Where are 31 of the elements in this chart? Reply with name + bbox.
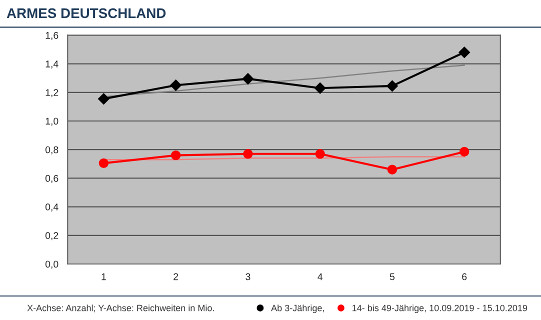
point (98, 158, 109, 168)
x-tick-label: 6 (462, 273, 467, 280)
point (98, 93, 110, 104)
y-tick-label: 0,2 (45, 232, 58, 240)
y-tick-label: 0,8 (45, 146, 58, 154)
text: X-Achse: Anzahl; Y-Achse: Reichweiten in Mio. (27, 304, 214, 312)
point (170, 150, 181, 160)
x-tick-label: 3 (246, 273, 250, 280)
legend-label: 14- bis 49-Jährige, 10.09.2019 - 15.10.2019 (352, 304, 528, 314)
point (242, 73, 254, 84)
point (458, 46, 470, 58)
point (459, 146, 470, 157)
x-tick-label: 4 (318, 273, 323, 280)
x-tick-label: 2 (174, 273, 178, 280)
point (387, 164, 398, 174)
point (314, 82, 326, 94)
point (315, 149, 325, 159)
point (243, 149, 253, 159)
x-tick-label: 1 (102, 273, 106, 280)
y-tick-label: 1,2 (46, 89, 58, 98)
y-tick-label: 0,6 (45, 174, 58, 183)
y-tick-label: 0,4 (45, 204, 58, 212)
y-tick-label: 0,0 (45, 260, 58, 269)
point (386, 80, 398, 92)
legend-label: Ab 3-Jährige, (271, 304, 324, 314)
chart-title: ARMES DEUTSCHLAND (6, 8, 166, 18)
x-tick-label: 5 (390, 273, 395, 280)
y-tick-label: 1,0 (46, 118, 58, 126)
point (170, 80, 182, 91)
y-tick-label: 1,6 (46, 32, 58, 40)
y-tick-label: 1,4 (46, 60, 58, 69)
